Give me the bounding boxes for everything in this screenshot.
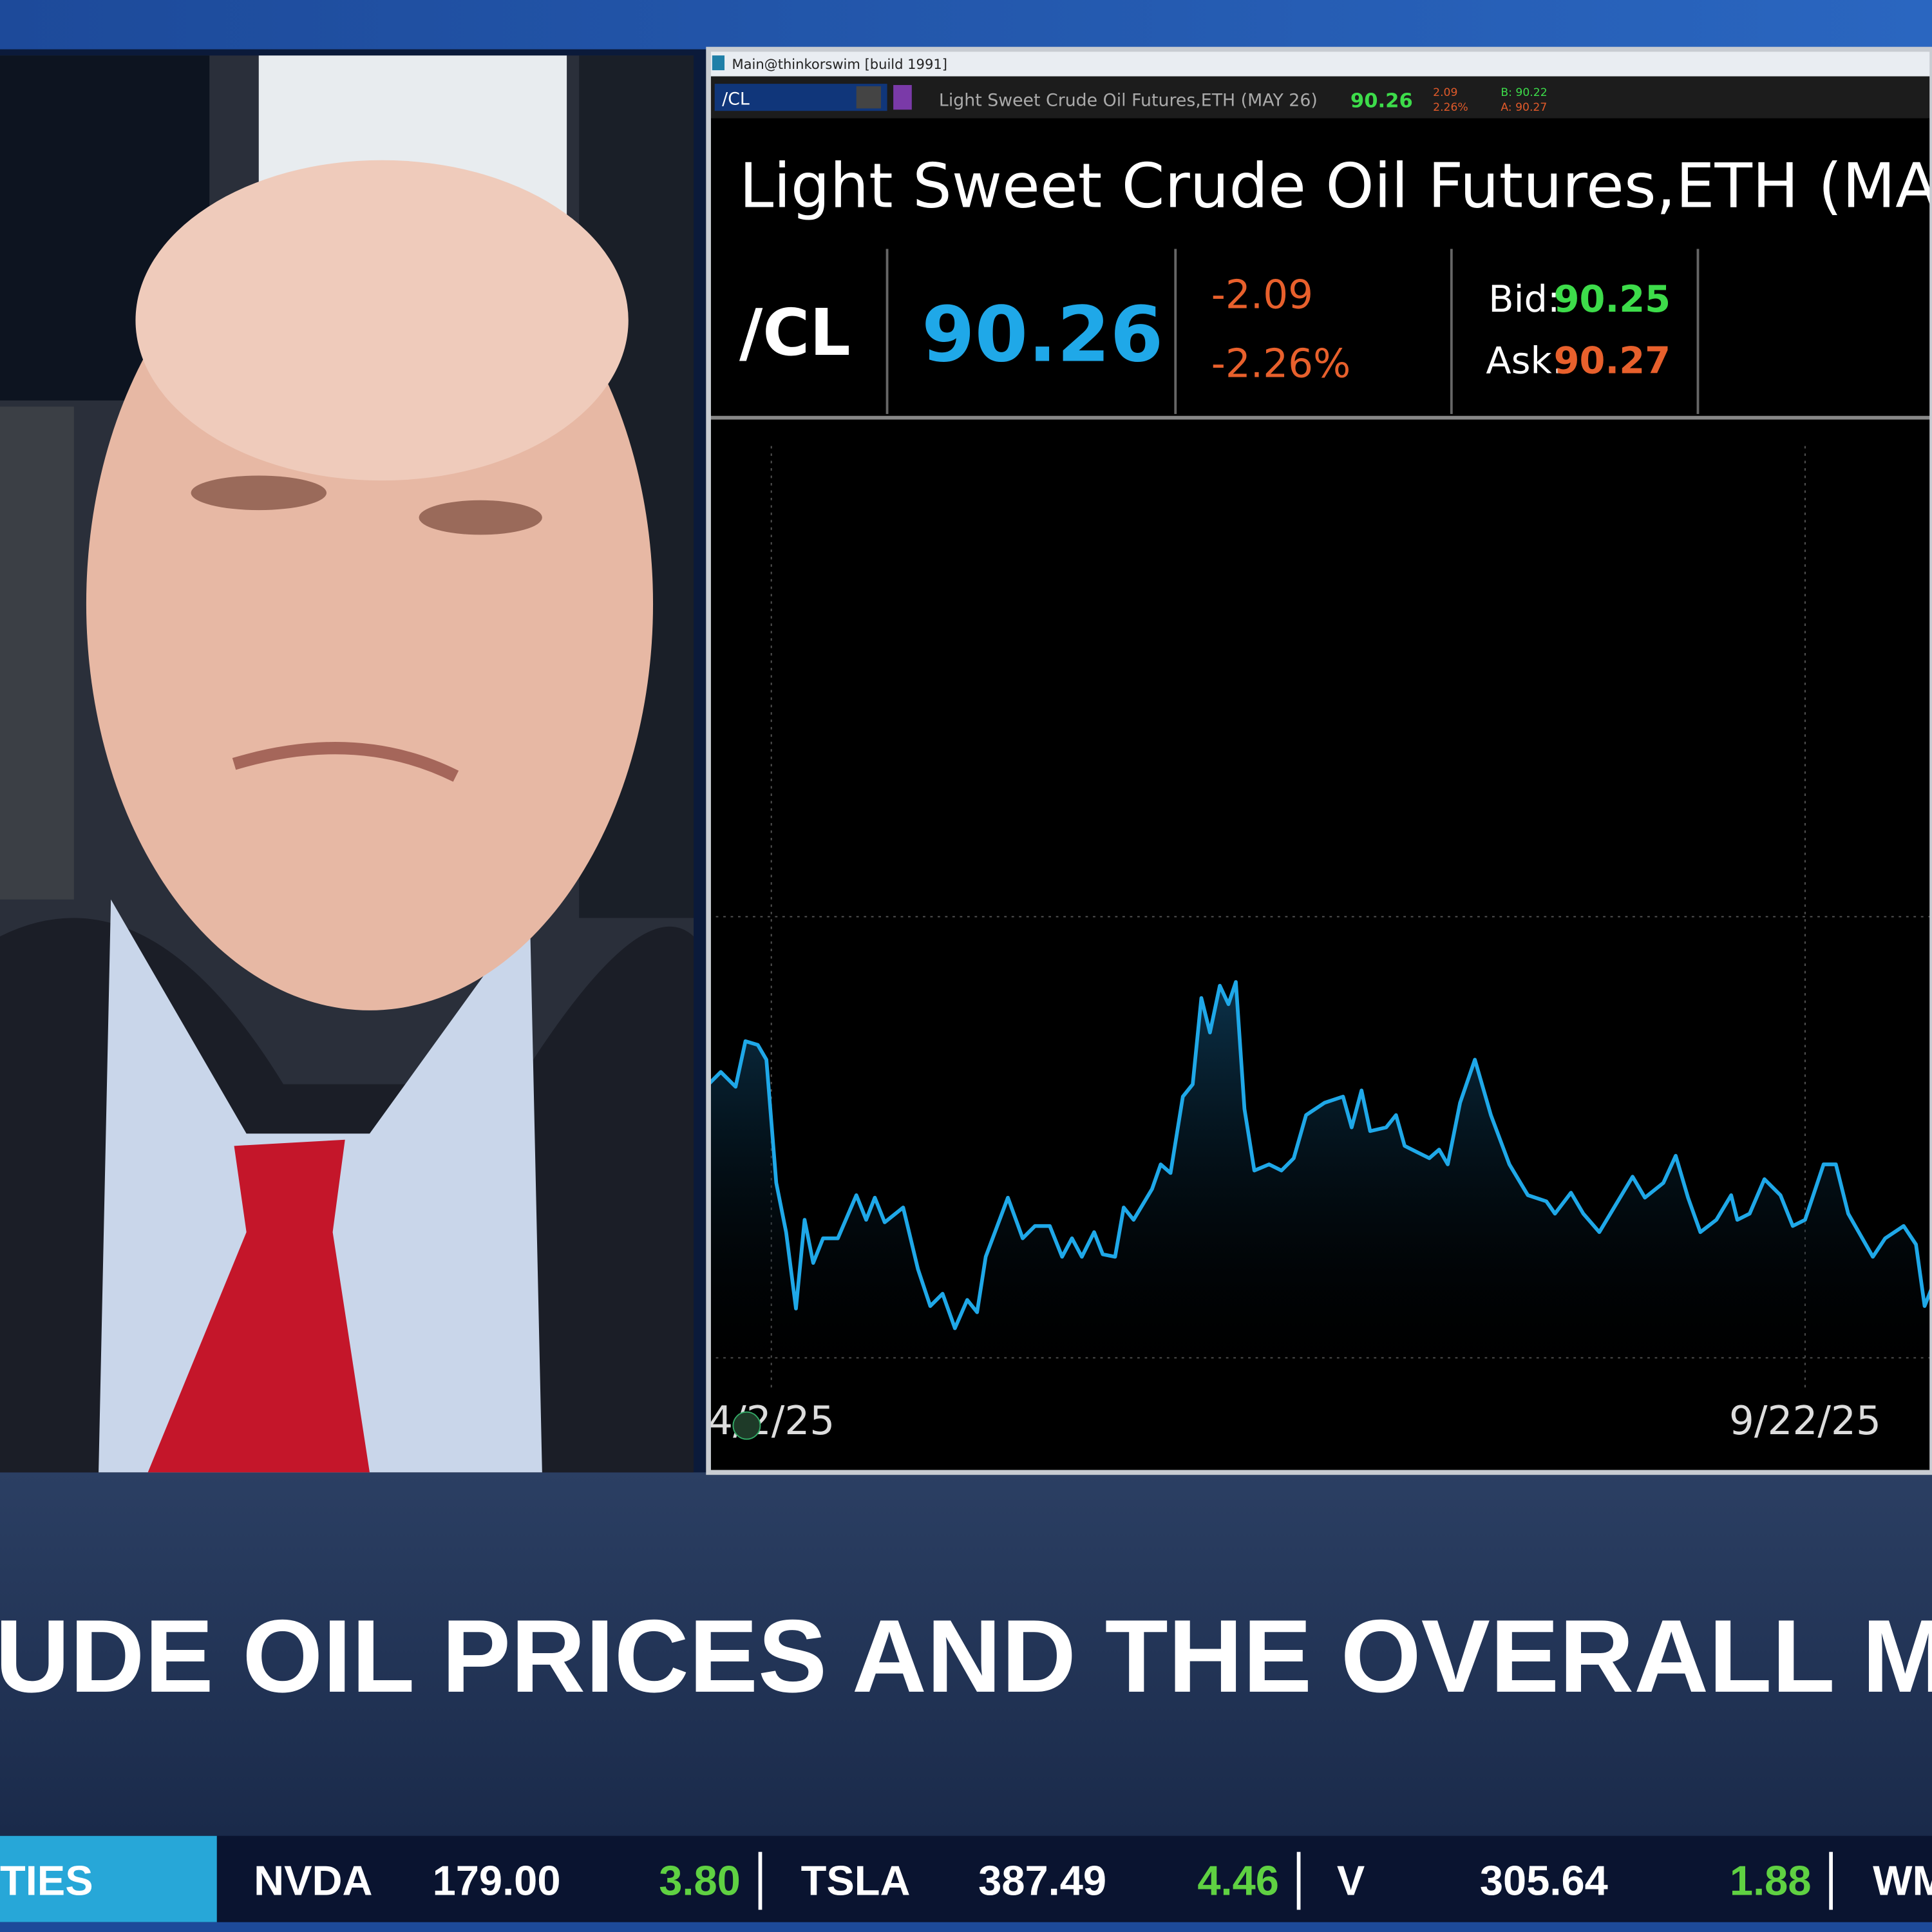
ask-value: 90.27 <box>1554 339 1671 383</box>
bottom-band <box>0 1922 1932 1932</box>
ticker-price: 179.00 <box>433 1857 561 1904</box>
drawing-icon[interactable] <box>732 1411 761 1440</box>
quote-symbol: /CL <box>739 296 851 370</box>
ticker-symbol: TSLA <box>801 1857 911 1904</box>
price-line <box>708 980 1932 1331</box>
quote-last: 90.26 <box>922 290 1163 379</box>
ticker-section <box>0 1835 217 1922</box>
strip-ask: A: 90.27 <box>1501 101 1547 114</box>
price-area <box>708 981 1932 1392</box>
trading-window: Main@thinkorswim [build 1991] /CL Light … <box>708 49 1932 1473</box>
bid-label: Bid: <box>1488 278 1560 321</box>
ticker-symbol: V <box>1337 1857 1365 1904</box>
s-button[interactable] <box>893 85 912 110</box>
symbol-input-text: /CL <box>722 90 750 109</box>
dropdown[interactable] <box>856 86 881 109</box>
app-icon <box>712 55 724 71</box>
strip-bid: B: 90.22 <box>1501 86 1547 99</box>
quote-change: -2.09 <box>1211 272 1313 317</box>
strip-percent: 2.26% <box>1433 101 1468 114</box>
quote-percent: -2.26% <box>1211 341 1351 386</box>
ticker-symbol: WM <box>1873 1857 1932 1904</box>
symbol-strip <box>708 76 1932 118</box>
ticker-symbol: NVDA <box>254 1857 372 1904</box>
headline: UDE OIL PRICES AND THE OVERALL MA <box>0 1599 1932 1714</box>
ticker-change: 4.46 <box>1197 1857 1279 1904</box>
top-band <box>0 0 1932 50</box>
strip-description: Light Sweet Crude Oil Futures,ETH (MAY 2… <box>939 91 1318 111</box>
title-bar <box>708 49 1932 77</box>
ticker-bar <box>0 1835 1932 1932</box>
x-label: 9/22/25 <box>1729 1398 1881 1444</box>
video-feed <box>0 55 694 1473</box>
window-title: Main@thinkorswim [build 1991] <box>732 56 947 72</box>
bid-value: 90.25 <box>1554 278 1671 321</box>
ticker-section-label: TIES <box>0 1857 93 1904</box>
lower-third <box>0 1472 1932 1836</box>
ticker-change: 1.88 <box>1730 1857 1812 1904</box>
strip-last: 90.26 <box>1350 90 1413 112</box>
quote-title: Light Sweet Crude Oil Futures,ETH (MAY 2… <box>739 149 1932 222</box>
ticker-items: NVDA 179.00 3.80 TSLA 387.49 4.46 V 305.64 1.88 W… <box>254 1852 1932 1910</box>
window-frame <box>706 46 1932 1475</box>
ask-label: Ask: <box>1486 339 1564 383</box>
ticker-change: 3.80 <box>659 1857 741 1904</box>
x-label: 4/2/25 <box>708 1398 835 1444</box>
ticker-price: 387.49 <box>978 1857 1106 1904</box>
ticker-price: 305.64 <box>1480 1857 1608 1904</box>
strip-change: 2.09 <box>1433 86 1457 99</box>
